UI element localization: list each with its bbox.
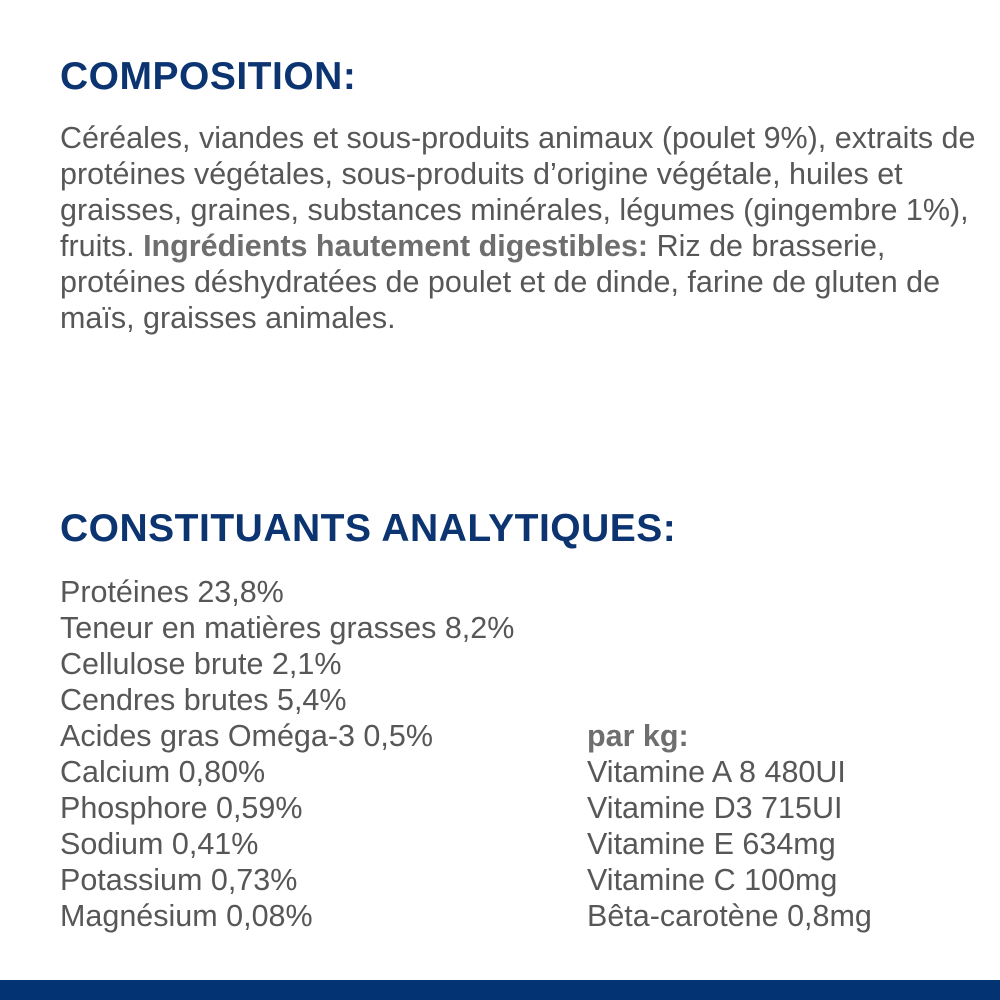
footer-bar (0, 980, 1000, 1000)
per-kg-list: par kg: Vitamine A 8 480UI Vitamine D3 7… (587, 718, 872, 934)
list-item: Vitamine C 100mg (587, 863, 838, 897)
per-kg-label: par kg: (587, 719, 689, 753)
list-item: Vitamine D3 715UI (587, 791, 843, 825)
list-item: Phosphore 0,59% (60, 791, 303, 825)
list-item: Calcium 0,80% (60, 755, 266, 789)
list-item: Bêta-carotène 0,8mg (587, 899, 872, 933)
list-item: Cendres brutes 5,4% (60, 683, 347, 717)
composition-title: COMPOSITION: (60, 55, 357, 98)
list-item: Vitamine E 634mg (587, 827, 836, 861)
list-item: Teneur en matières grasses 8,2% (60, 611, 515, 645)
analytical-title: CONSTITUANTS ANALYTIQUES: (60, 507, 677, 550)
list-item: Cellulose brute 2,1% (60, 647, 342, 681)
list-item: Vitamine A 8 480UI (587, 755, 846, 789)
digestible-text: Riz de brasserie, protéines déshydratées… (60, 229, 941, 335)
list-item: Protéines 23,8% (60, 575, 284, 609)
digestible-label: Ingrédients hautement digestibles: (143, 229, 649, 263)
composition-text: Céréales, viandes et sous-produits anima… (60, 120, 980, 336)
list-item: Potassium 0,73% (60, 863, 298, 897)
analytical-list: Protéines 23,8% Teneur en matières grass… (60, 574, 514, 934)
list-item: Sodium 0,41% (60, 827, 259, 861)
composition-body: Céréales, viandes et sous-produits anima… (60, 121, 976, 263)
list-item: Acides gras Oméga-3 0,5% (60, 719, 433, 753)
list-item: Magnésium 0,08% (60, 899, 313, 933)
